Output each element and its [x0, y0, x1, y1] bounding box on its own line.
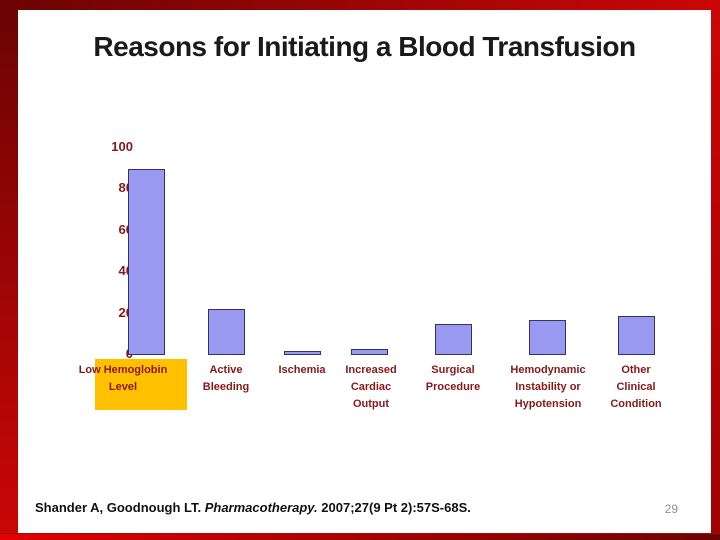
- citation-rest: 2007;27(9 Pt 2):57S-68S.: [317, 500, 471, 515]
- y-axis-tick-label: 40: [118, 263, 133, 279]
- citation: Shander A, Goodnough LT. Pharmacotherapy…: [35, 500, 471, 515]
- category-label-line: Ischemia: [278, 364, 326, 376]
- category-label-line: Other: [621, 364, 651, 376]
- bar: [208, 309, 245, 355]
- category-label: Low Hemoglobin Level: [63, 362, 183, 396]
- category-label-line: Instability or: [515, 381, 581, 393]
- bar: [284, 351, 321, 355]
- frame-bottom-border: [0, 533, 720, 540]
- bar: [128, 169, 165, 355]
- category-label-line: Cardiac: [350, 381, 392, 393]
- frame-left-border: [0, 0, 18, 540]
- category-label-line: Condition: [610, 398, 662, 410]
- category-label: Other Clinical Condition: [576, 362, 696, 413]
- category-label-line: Level: [108, 381, 138, 393]
- category-label-line: Bleeding: [202, 381, 250, 393]
- category-label-line: Procedure: [425, 381, 481, 393]
- y-axis-tick-label: 100: [111, 139, 133, 154]
- y-axis-tick-label: 80: [118, 180, 133, 196]
- category-label: Active Bleeding: [166, 362, 286, 396]
- y-axis-tick-label: 60: [118, 221, 133, 237]
- category-label-line: Hemodynamic: [510, 364, 586, 376]
- category-label: Surgical Procedure: [393, 362, 513, 396]
- category-label-line: Hypotension: [514, 398, 582, 410]
- frame-right-border: [711, 0, 720, 540]
- bar: [529, 320, 566, 355]
- highlight-box: [95, 359, 187, 410]
- frame-top-border: [0, 0, 720, 10]
- bar: [435, 324, 472, 355]
- category-label-line: Output: [352, 398, 390, 410]
- bar: [618, 316, 655, 355]
- citation-journal: Pharmacotherapy.: [204, 500, 318, 515]
- bar: [351, 349, 388, 355]
- category-label-line: Clinical: [616, 381, 656, 393]
- category-label-line: Active: [209, 364, 243, 376]
- page-number: 29: [664, 502, 678, 516]
- category-label-line: Increased: [345, 364, 397, 376]
- citation-authors: Shander A, Goodnough LT.: [35, 500, 205, 515]
- category-label: Hemodynamic Instability or Hypotension: [488, 362, 608, 413]
- category-label-line: Surgical: [431, 364, 475, 376]
- slide-title: Reasons for Initiating a Blood Transfusi…: [93, 31, 636, 62]
- category-label-line: Low Hemoglobin: [78, 364, 168, 376]
- category-label: Ischemia: [242, 362, 362, 379]
- category-label: Increased Cardiac Output: [311, 362, 431, 413]
- y-axis-tick-label: 20: [118, 304, 133, 320]
